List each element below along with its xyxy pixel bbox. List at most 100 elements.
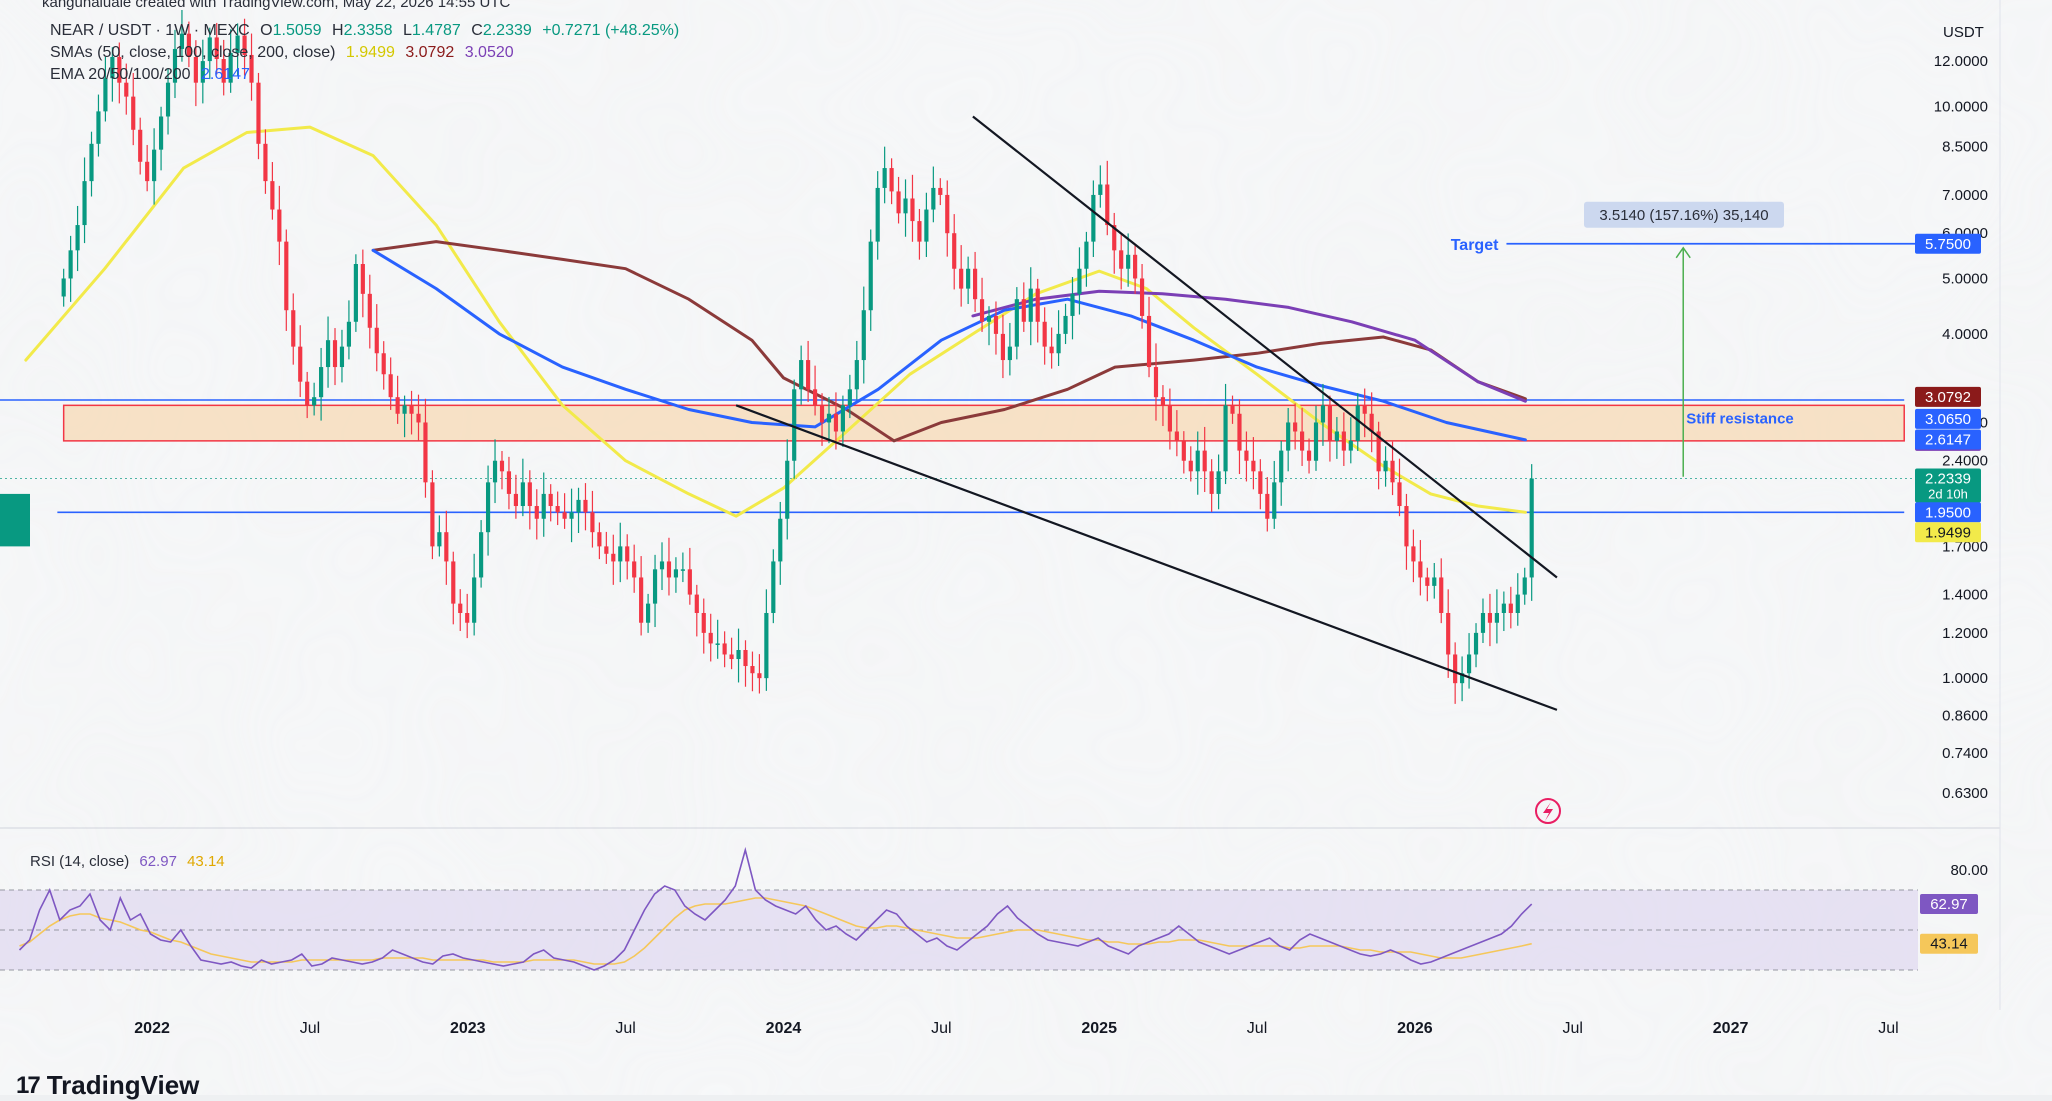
candle-body bbox=[819, 405, 825, 423]
candle-body bbox=[1174, 431, 1179, 441]
candle-body bbox=[451, 561, 456, 604]
tradingview-logo[interactable]: 17 TradingView bbox=[16, 1070, 199, 1101]
candle-body bbox=[437, 532, 442, 547]
rsi-legend[interactable]: RSI (14, close) 62.97 43.14 bbox=[30, 853, 225, 870]
time-axis[interactable]: 2022 Jul 2023 Jul 2024 Jul 2025 Jul 2026 Jul 2027 J… bbox=[134, 1020, 1898, 1037]
candle-body bbox=[1487, 612, 1493, 623]
price-badge bbox=[1915, 522, 1981, 543]
lightning-icon-bolt bbox=[1543, 802, 1553, 821]
candle-body bbox=[1265, 493, 1270, 519]
candle-body bbox=[757, 673, 762, 679]
candle-body bbox=[1425, 577, 1430, 586]
price-tick-label: 1.0000 bbox=[1942, 670, 1988, 687]
candle-body bbox=[263, 143, 268, 182]
ohlc-high-label: H bbox=[332, 22, 344, 39]
ohlc-open: 1.5059 bbox=[272, 22, 322, 39]
price-badge-countdown: 2d 10h bbox=[1928, 487, 1968, 502]
candle-body bbox=[291, 310, 296, 347]
symbol-name: NEAR / USDT · 1W · MEXC bbox=[50, 22, 250, 39]
time-tick-label: 2023 bbox=[450, 1020, 486, 1037]
candle-body bbox=[312, 397, 317, 406]
candle-body bbox=[117, 56, 122, 83]
candle-body bbox=[1216, 471, 1221, 494]
time-tick-label: 2026 bbox=[1397, 1020, 1433, 1037]
candle-body bbox=[103, 78, 108, 112]
candle-body bbox=[479, 532, 484, 578]
candle-body bbox=[1362, 405, 1367, 414]
candle-body bbox=[1272, 482, 1277, 519]
resistance-zone: Stiff resistance bbox=[62, 404, 1905, 442]
candle-body bbox=[673, 569, 679, 578]
candle-body bbox=[395, 397, 400, 414]
price-badge bbox=[1915, 233, 1981, 254]
symbol-legend[interactable]: NEAR / USDT · 1W · MEXC O1.5059 H2.3358 … bbox=[50, 22, 679, 40]
currency-label: USDT bbox=[1943, 24, 1984, 41]
candle-body bbox=[569, 512, 574, 519]
candle-body bbox=[576, 499, 581, 513]
candle-body bbox=[555, 506, 560, 513]
candle-body bbox=[1112, 225, 1117, 251]
moving-averages bbox=[24, 125, 1527, 518]
candle-body bbox=[1313, 422, 1319, 461]
price-badge-label: 1.9500 bbox=[1925, 504, 1971, 521]
candle-body bbox=[778, 518, 783, 562]
candle-body bbox=[1355, 405, 1360, 441]
candle-body bbox=[708, 632, 713, 644]
ohlc-close: 2.2339 bbox=[482, 22, 532, 39]
candle-body bbox=[1466, 654, 1472, 674]
ohlc-low: 1.4787 bbox=[411, 22, 461, 39]
rsi-pane: 80.00 62.97 43.14 bbox=[0, 846, 1988, 971]
price-tick-label: 0.8600 bbox=[1942, 708, 1988, 725]
candle-body bbox=[305, 381, 310, 406]
candle-body bbox=[1133, 254, 1138, 279]
candle-body bbox=[499, 460, 505, 472]
rsi-label: RSI (14, close) bbox=[30, 853, 130, 870]
candle-body bbox=[1021, 299, 1026, 322]
rsi-ma-badge-label: 43.14 bbox=[1930, 936, 1968, 953]
sma-legend[interactable]: SMAs (50, close, 100, close, 200, close)… bbox=[50, 44, 514, 62]
candle-body bbox=[1279, 450, 1284, 483]
candle-body bbox=[1070, 293, 1075, 316]
candle-body bbox=[973, 268, 978, 300]
price-tick-label: 12.0000 bbox=[1934, 53, 1988, 70]
candle-body bbox=[938, 187, 943, 195]
ohlc-high: 2.3358 bbox=[343, 22, 393, 39]
candle-body bbox=[1077, 268, 1082, 294]
candle-body bbox=[639, 577, 644, 623]
candle-body bbox=[1049, 346, 1054, 354]
candle-body bbox=[1369, 413, 1374, 432]
candle-body bbox=[1098, 184, 1103, 195]
rsi-ma-value: 43.14 bbox=[187, 853, 225, 870]
trendlines[interactable] bbox=[735, 115, 1558, 711]
candle-body bbox=[1341, 431, 1346, 451]
sma100-value: 3.0792 bbox=[405, 44, 455, 61]
candle-body bbox=[680, 569, 685, 571]
candle-body bbox=[82, 181, 87, 226]
candle-body bbox=[179, 33, 185, 49]
time-tick-label: 2027 bbox=[1713, 1020, 1749, 1037]
candle-body bbox=[583, 499, 588, 513]
candle-body bbox=[694, 594, 699, 613]
ema-legend[interactable]: EMA 20/50/100/200 2.6147 bbox=[50, 66, 250, 84]
candle-body bbox=[1146, 315, 1152, 368]
candle-body bbox=[534, 506, 539, 519]
candle-body bbox=[1300, 431, 1305, 451]
candle-body bbox=[430, 482, 435, 547]
candle-body bbox=[381, 353, 386, 375]
price-badge-label: 2.6147 bbox=[1925, 431, 1971, 448]
candle-body bbox=[924, 209, 929, 242]
candle-body bbox=[339, 346, 345, 368]
candle-body bbox=[1515, 594, 1520, 613]
price-badge bbox=[1915, 468, 1981, 503]
candle-body bbox=[1139, 278, 1145, 316]
ohlc-open-label: O bbox=[260, 22, 273, 39]
candle-body bbox=[1348, 440, 1353, 451]
candle-body bbox=[743, 650, 748, 667]
target-annotation: Target 3.5140 (157.16%) 35,140 bbox=[1451, 201, 1918, 477]
candle-body bbox=[1202, 450, 1207, 472]
candle-body bbox=[792, 389, 797, 461]
candle-body bbox=[1286, 422, 1291, 451]
price-tick-label: 1.7000 bbox=[1942, 538, 1988, 555]
candle-body bbox=[332, 340, 338, 368]
